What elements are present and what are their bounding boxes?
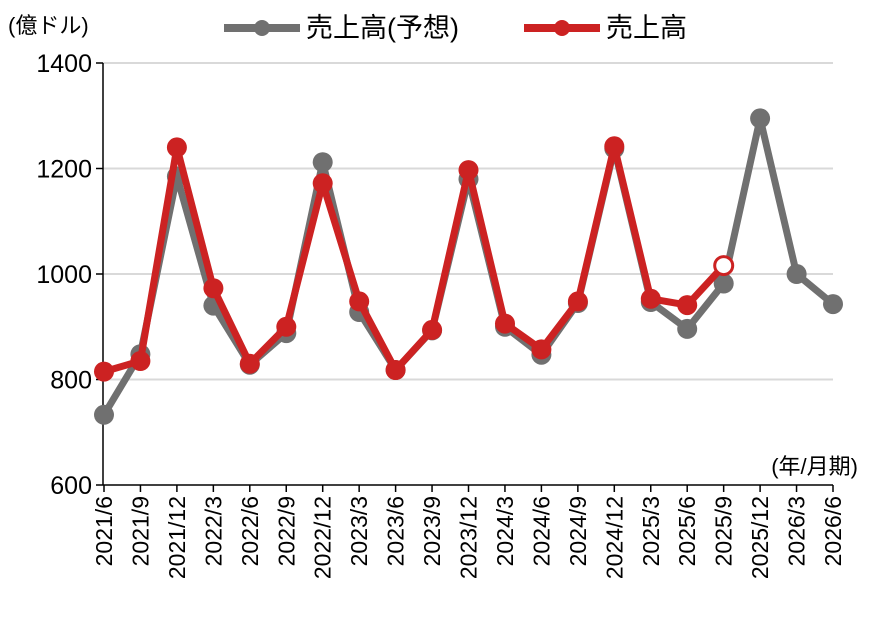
x-tick-label: 2021/12 xyxy=(164,496,190,579)
x-tick-label: 2025/6 xyxy=(674,496,700,566)
data-point xyxy=(94,361,114,382)
legend-swatch-actual-marker xyxy=(554,20,570,36)
data-point xyxy=(94,404,114,425)
x-tick-label: 2023/3 xyxy=(346,496,372,566)
y-tick-label: 600 xyxy=(50,472,92,500)
data-point xyxy=(567,291,588,312)
data-point xyxy=(495,313,515,334)
data-point xyxy=(713,255,735,277)
x-tick-label: 2022/3 xyxy=(200,496,226,566)
x-tick-label: 2023/12 xyxy=(456,496,482,579)
data-point xyxy=(203,278,224,299)
series-1 xyxy=(94,136,735,382)
data-point xyxy=(786,264,807,284)
data-point xyxy=(312,173,333,194)
x-axis-unit: (年/月期) xyxy=(771,454,858,479)
data-point xyxy=(166,137,187,158)
data-point xyxy=(349,291,370,312)
data-point xyxy=(823,294,843,315)
x-tick-label: 2024/3 xyxy=(492,496,518,566)
x-tick-label: 2021/6 xyxy=(91,496,117,566)
x-tick-label: 2025/3 xyxy=(638,496,664,566)
x-tick-label: 2022/9 xyxy=(273,496,299,566)
data-point xyxy=(276,316,297,337)
y-tick-label: 1400 xyxy=(36,50,92,78)
y-tick-label: 800 xyxy=(50,367,92,395)
data-point xyxy=(713,273,734,294)
data-point xyxy=(640,288,661,309)
x-tick-labels: 2021/6 2021/9 2021/12 2022/3 2022/6 2022/9 202… xyxy=(91,485,846,579)
data-point xyxy=(130,351,151,371)
x-tick-label: 2025/12 xyxy=(747,496,773,579)
x-tick-label: 2023/6 xyxy=(383,496,409,566)
data-point xyxy=(385,360,406,380)
x-tick-label: 2025/9 xyxy=(711,496,737,566)
data-point xyxy=(239,353,260,374)
x-tick-label: 2026/6 xyxy=(820,496,846,566)
data-point xyxy=(604,136,625,157)
x-tick-label: 2026/3 xyxy=(784,496,810,566)
x-tick-label: 2024/12 xyxy=(601,496,627,579)
data-point xyxy=(677,295,698,316)
data-point xyxy=(750,108,771,129)
x-tick-label: 2024/9 xyxy=(565,496,591,566)
data-point xyxy=(422,319,443,340)
y-tick-label: 1000 xyxy=(36,261,92,289)
x-tick-label: 2022/12 xyxy=(310,496,336,579)
legend-swatch-forecast-marker xyxy=(254,20,270,36)
y-tick-label: 1200 xyxy=(36,156,92,184)
legend-label-forecast: 売上高(予想) xyxy=(306,13,459,43)
data-point xyxy=(458,160,479,181)
legend-label-actual: 売上高 xyxy=(606,13,687,43)
x-tick-label: 2021/9 xyxy=(127,496,153,566)
x-tick-label: 2022/6 xyxy=(237,496,263,566)
data-point xyxy=(531,339,552,360)
x-tick-label: 2024/6 xyxy=(528,496,554,566)
legend-item-forecast: 売上高(予想) xyxy=(224,13,459,43)
y-tick-labels: 600 800 1000 1200 1400 xyxy=(36,50,92,500)
y-axis-unit: (億ドル) xyxy=(8,13,89,38)
data-point xyxy=(677,318,698,339)
legend: 売上高(予想) 売上高 xyxy=(224,13,687,43)
series xyxy=(94,108,843,425)
data-point xyxy=(312,152,333,173)
series-line xyxy=(103,142,727,375)
x-tick-label: 2023/9 xyxy=(419,496,445,566)
legend-item-actual: 売上高 xyxy=(524,13,687,43)
